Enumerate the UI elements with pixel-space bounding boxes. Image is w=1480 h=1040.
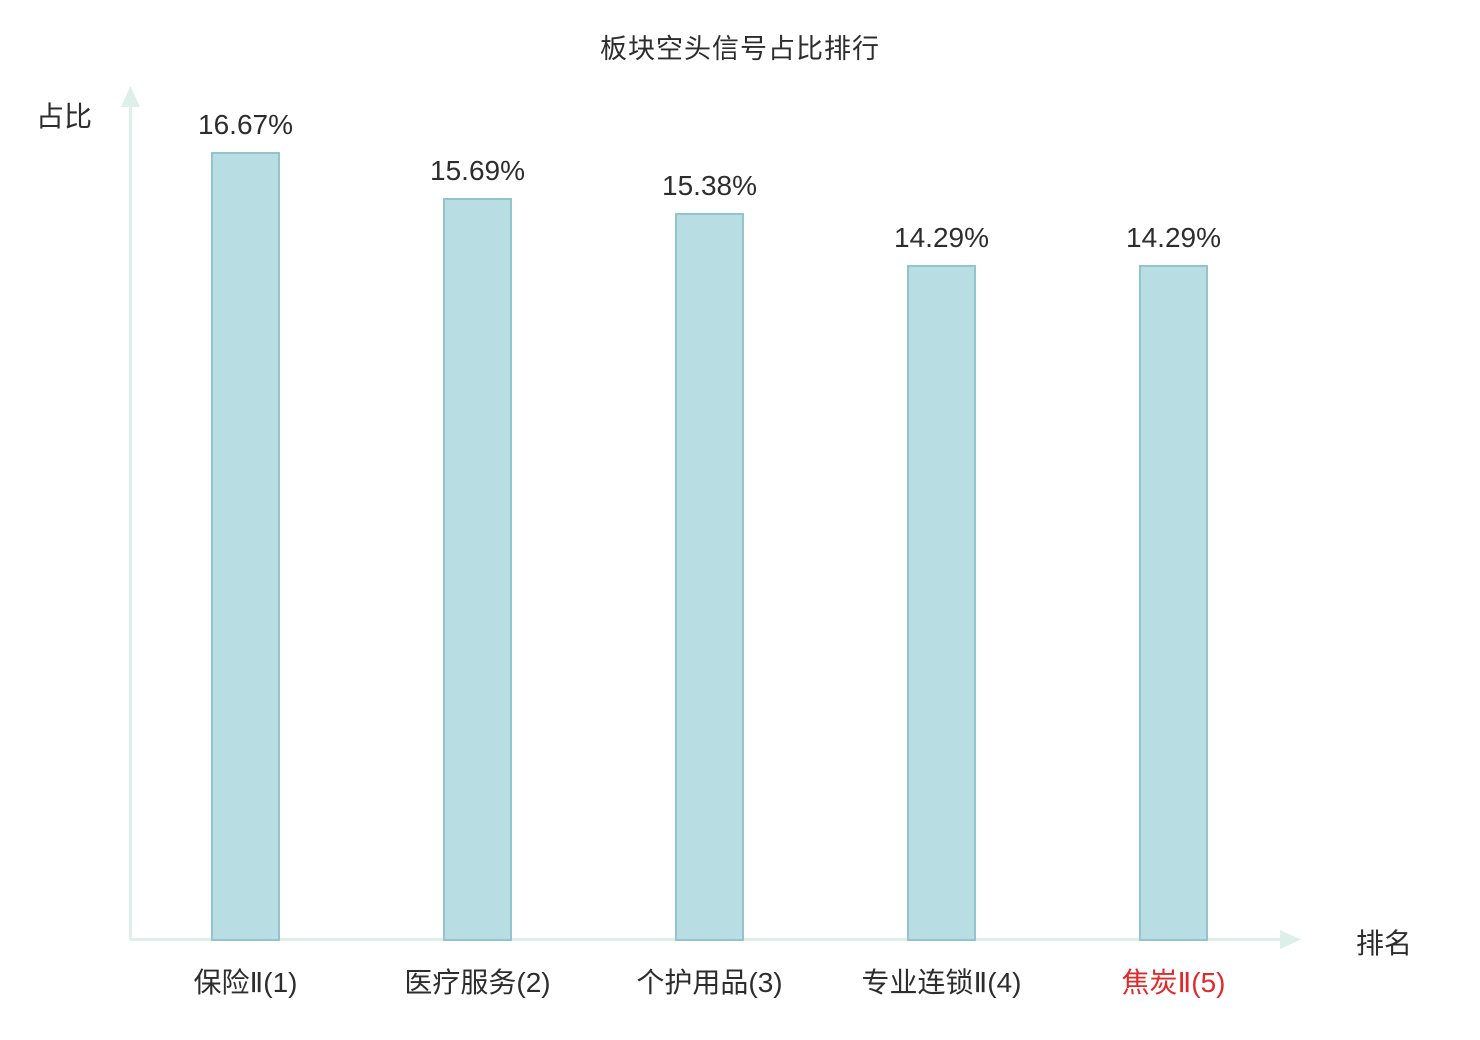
bar-value-label: 16.67%	[198, 108, 293, 140]
bar	[211, 151, 280, 941]
bar	[443, 198, 512, 941]
bar-value-label: 14.29%	[894, 221, 989, 253]
bar-group: 14.29% 专业连锁Ⅱ(4)	[859, 88, 1025, 998]
bar-value-label: 15.69%	[430, 155, 525, 187]
chart-title: 板块空头信号占比排行	[600, 34, 880, 64]
bar	[907, 264, 976, 941]
bar-value-label: 14.29%	[1126, 221, 1221, 253]
category-label: 焦炭Ⅱ(5)	[1121, 967, 1226, 998]
category-label: 专业连锁Ⅱ(4)	[861, 967, 1022, 998]
category-label: 保险Ⅱ(1)	[193, 967, 298, 998]
bar-value-label: 15.38%	[662, 170, 757, 202]
bar	[675, 213, 744, 941]
plot-area: 16.67% 保险Ⅱ(1) 15.69% 医疗服务(2) 15.38% 个护用品(3) 14…	[130, 88, 1300, 998]
bar-group: 15.38% 个护用品(3)	[627, 88, 793, 998]
bar	[1139, 264, 1208, 941]
y-axis-label: 占比	[36, 101, 93, 132]
bar-group: 16.67% 保险Ⅱ(1)	[163, 88, 329, 998]
bar-group: 14.29% 焦炭Ⅱ(5)	[1091, 88, 1257, 998]
bar-group: 15.69% 医疗服务(2)	[395, 88, 561, 998]
category-label: 医疗服务(2)	[404, 967, 551, 998]
category-label: 个护用品(3)	[636, 967, 783, 998]
x-axis-label: 排名	[1356, 928, 1413, 959]
